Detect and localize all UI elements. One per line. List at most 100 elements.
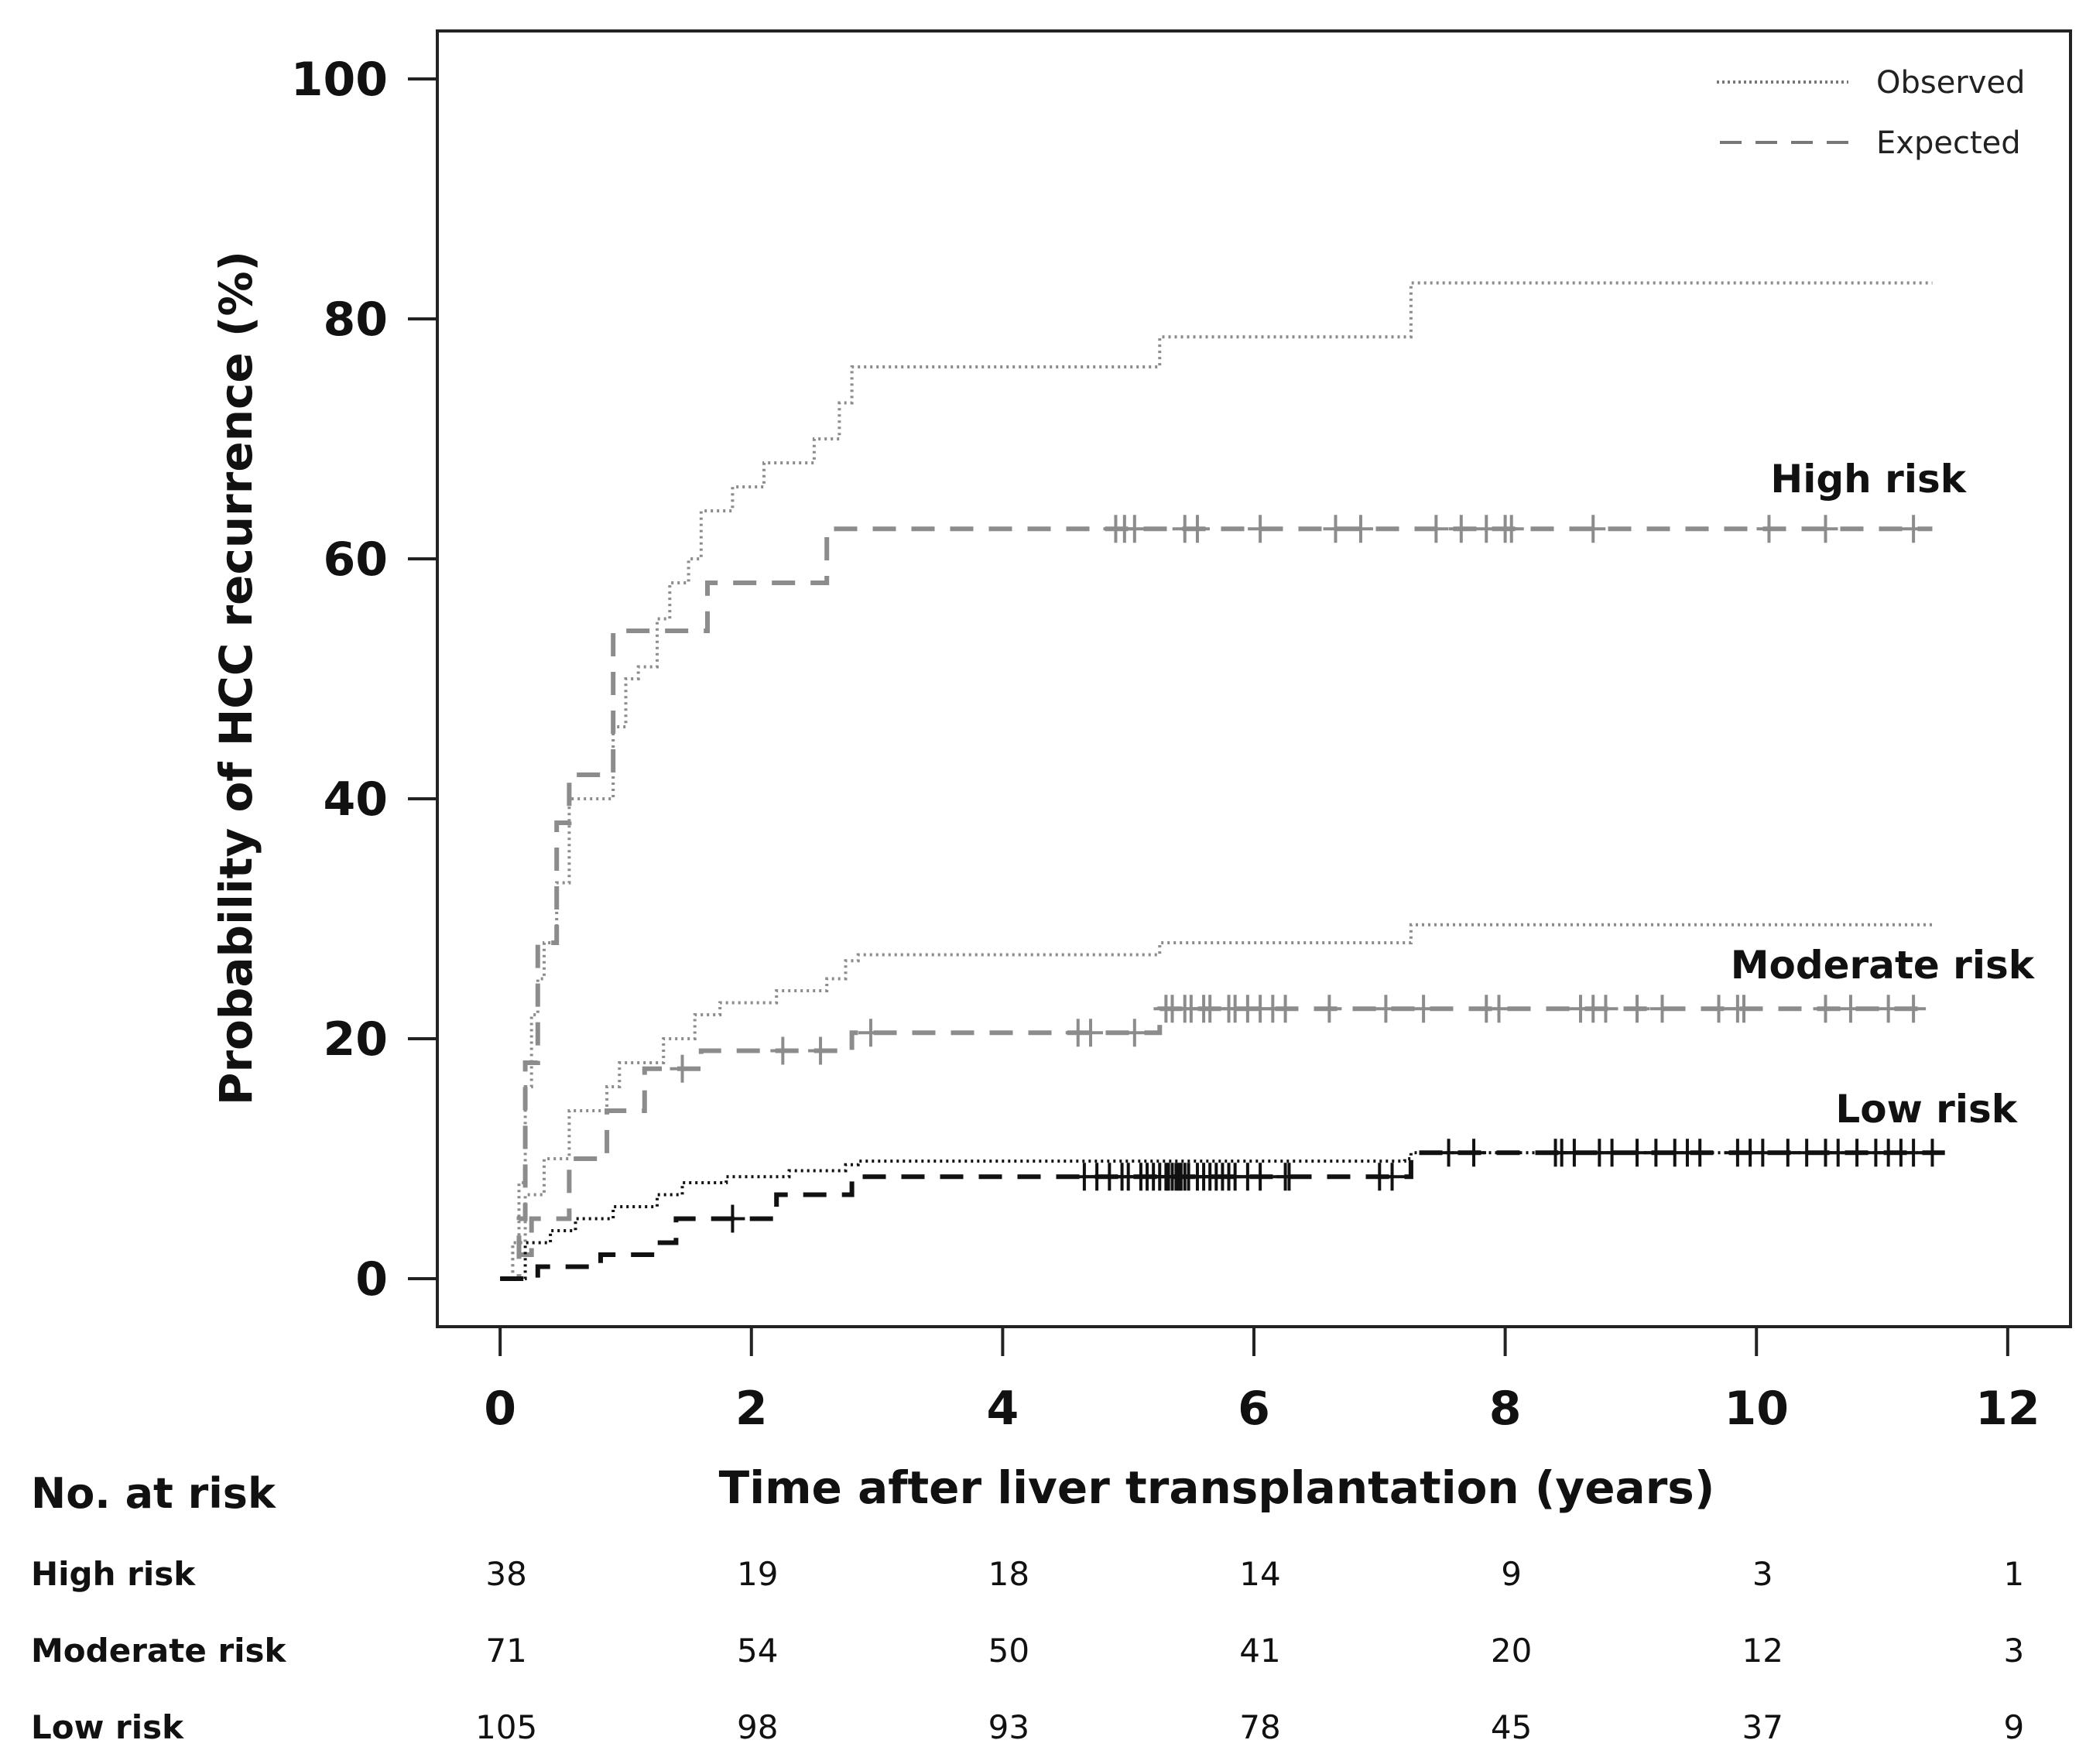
x-tick-label: 6 — [1238, 1382, 1270, 1436]
risk-table-cell: 12 — [1742, 1632, 1783, 1670]
censor-mark-high-risk — [1348, 515, 1373, 543]
risk-row-label-moderate: Moderate risk — [31, 1632, 287, 1670]
censor-mark-moderate-risk — [1901, 995, 1927, 1023]
censor-mark-moderate-risk — [1373, 995, 1399, 1023]
risk-row-label-low: Low risk — [31, 1708, 184, 1746]
observed-curve-moderate-risk — [500, 923, 1933, 1280]
censor-mark-high-risk — [1499, 515, 1524, 543]
censor-mark-high-risk — [1448, 515, 1474, 543]
risk-table-cell: 71 — [485, 1632, 526, 1670]
censor-mark-low-risk — [1379, 1163, 1405, 1191]
x-axis-title: Time after liver transplantation (years) — [719, 1461, 1715, 1514]
risk-table: No. at risk High risk Moderate risk Low … — [31, 1469, 2024, 1746]
censor-mark-moderate-risk — [1838, 995, 1863, 1023]
censor-mark-moderate-risk — [1649, 995, 1675, 1023]
group-label-high-risk: High risk — [1770, 457, 1967, 502]
risk-table-title: No. at risk — [31, 1469, 276, 1518]
x-tick-label: 4 — [987, 1382, 1019, 1436]
censor-mark-moderate-risk — [1731, 995, 1756, 1023]
censor-mark-low-risk — [1248, 1163, 1273, 1191]
risk-table-cell: 78 — [1239, 1708, 1280, 1746]
plot-frame — [436, 29, 2072, 1328]
censor-mark-high-risk — [1581, 515, 1606, 543]
censor-mark-low-risk — [720, 1204, 745, 1233]
expected-curve-moderate-risk — [500, 1006, 1933, 1281]
risk-table-cell: 18 — [988, 1555, 1029, 1593]
censor-mark-high-risk — [1323, 515, 1348, 543]
censor-marks — [670, 515, 1945, 1233]
legend-expected-label: Expected — [1876, 125, 2021, 161]
censor-mark-moderate-risk — [808, 1036, 834, 1065]
censor-mark-moderate-risk — [1411, 995, 1437, 1023]
risk-table-cell: 3 — [2003, 1632, 2024, 1670]
x-tick-label: 2 — [735, 1382, 768, 1436]
censor-mark-low-risk — [1461, 1139, 1487, 1167]
risk-table-cell: 45 — [1491, 1708, 1532, 1746]
risk-table-cell: 105 — [475, 1708, 537, 1746]
censor-mark-moderate-risk — [1486, 995, 1512, 1023]
risk-table-cell: 98 — [737, 1708, 778, 1746]
risk-table-cell: 9 — [1501, 1555, 1522, 1593]
y-tick-label: 20 — [324, 1012, 389, 1067]
observed-curve-low-risk — [500, 1151, 1945, 1280]
censor-mark-low-risk — [1276, 1163, 1302, 1191]
y-tick-label: 0 — [355, 1252, 388, 1307]
censor-mark-high-risk — [1122, 515, 1147, 543]
y-tick-label: 40 — [324, 772, 389, 827]
x-tick-label: 10 — [1724, 1382, 1789, 1436]
risk-table-cell: 20 — [1491, 1632, 1532, 1670]
censor-mark-high-risk — [1184, 515, 1210, 543]
censor-mark-moderate-risk — [1317, 995, 1342, 1023]
censor-mark-moderate-risk — [1875, 995, 1901, 1023]
censor-mark-moderate-risk — [670, 1054, 695, 1083]
risk-table-cell: 41 — [1239, 1632, 1280, 1670]
censor-mark-high-risk — [1813, 515, 1838, 543]
y-tick-label: 60 — [324, 533, 389, 587]
risk-table-cell: 37 — [1742, 1708, 1783, 1746]
curves — [500, 281, 1945, 1281]
expected-curve-high-risk — [500, 526, 1933, 1281]
censor-mark-moderate-risk — [1122, 1019, 1147, 1047]
x-tick-label: 8 — [1489, 1382, 1522, 1436]
censor-mark-low-risk — [1599, 1139, 1625, 1167]
risk-table-cell: 3 — [1752, 1555, 1773, 1593]
group-label-moderate-risk: Moderate risk — [1731, 943, 2036, 988]
risk-table-cell: 38 — [485, 1555, 526, 1593]
legend-observed-label: Observed — [1876, 65, 2025, 101]
x-tick-label: 12 — [1975, 1382, 2040, 1436]
censor-mark-moderate-risk — [1272, 995, 1298, 1023]
risk-table-cell: 1 — [2003, 1555, 2024, 1593]
observed-curve-high-risk — [500, 281, 1933, 1280]
y-tick-label: 80 — [324, 293, 389, 347]
censor-mark-low-risk — [1687, 1139, 1713, 1167]
censor-mark-low-risk — [1561, 1139, 1587, 1167]
censor-mark-high-risk — [1248, 515, 1273, 543]
risk-table-cell: 14 — [1239, 1555, 1280, 1593]
y-axis-title: Probability of HCC recurrence (%) — [210, 251, 262, 1105]
censor-mark-moderate-risk — [1078, 1019, 1103, 1047]
risk-table-cell: 93 — [988, 1708, 1029, 1746]
censor-mark-low-risk — [1750, 1139, 1776, 1167]
risk-row-label-high: High risk — [31, 1555, 196, 1593]
risk-table-cell: 19 — [737, 1555, 778, 1593]
y-tick-label: 100 — [291, 53, 388, 107]
censor-mark-high-risk — [1901, 515, 1927, 543]
group-label-low-risk: Low risk — [1835, 1087, 2018, 1132]
expected-curve-low-risk — [500, 1150, 1945, 1281]
censor-mark-low-risk — [1436, 1139, 1461, 1167]
censor-mark-low-risk — [1920, 1139, 1945, 1167]
risk-table-cell: 54 — [737, 1632, 778, 1670]
censor-mark-moderate-risk — [1625, 995, 1650, 1023]
censor-mark-moderate-risk — [1593, 995, 1618, 1023]
x-tick-label: 0 — [484, 1382, 516, 1436]
axes: 0 20 40 60 80 100 0 2 4 6 8 10 12 — [291, 53, 2040, 1436]
censor-mark-moderate-risk — [770, 1036, 796, 1065]
censor-mark-moderate-risk — [858, 1019, 883, 1047]
censor-mark-high-risk — [1756, 515, 1782, 543]
censor-mark-moderate-risk — [1813, 995, 1838, 1023]
legend: Observed Expected — [1717, 65, 2025, 161]
risk-table-cell: 50 — [988, 1632, 1029, 1670]
risk-table-cell: 9 — [2003, 1708, 2024, 1746]
